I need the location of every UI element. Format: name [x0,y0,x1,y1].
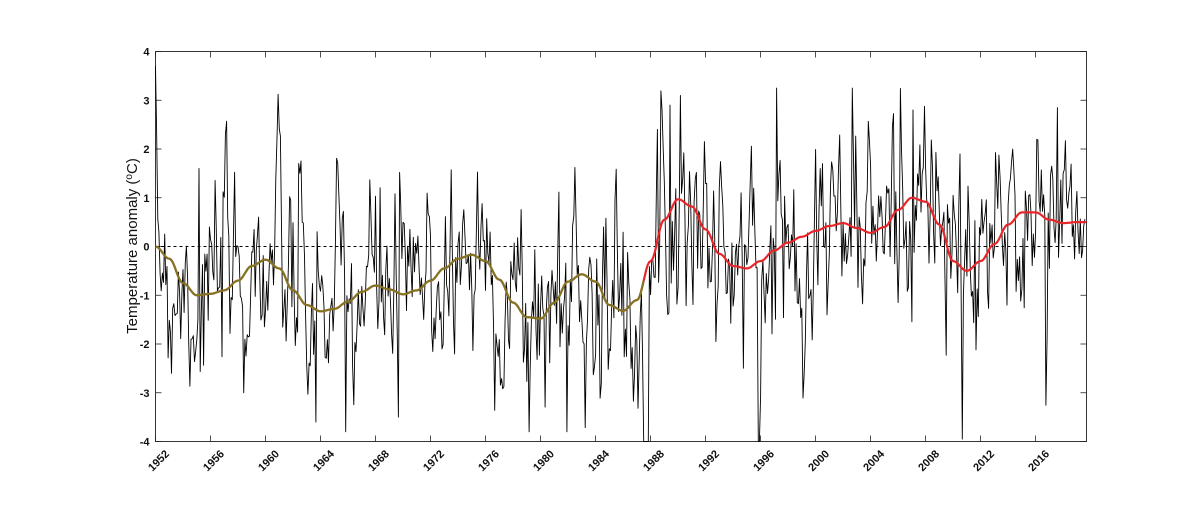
x-tick-label: 2000 [806,448,832,474]
x-tick-label: 1980 [531,448,557,474]
x-tick-label: 1976 [476,448,502,474]
y-tick-label: -1 [140,290,150,302]
x-tick-label: 1992 [696,448,722,474]
y-tick-label: -3 [140,388,150,400]
x-tick-label: 2016 [1026,448,1052,474]
x-tick-label: 1964 [311,448,337,474]
x-tick-label: 1956 [201,448,227,474]
y-axis-title: Temperature anomaly (oC) [124,158,141,334]
x-tick-label: 2008 [916,448,942,474]
x-tick-label: 2004 [861,448,887,474]
x-tick-label: 1988 [641,448,667,474]
y-tick-label: 4 [143,47,150,59]
x-tick-label: 1960 [256,448,282,474]
y-tick-label: 1 [143,193,149,205]
y-axis-tick-labels: -4 -3 -2 -1 0 1 2 3 4 [140,47,151,449]
x-tick-label: 2012 [971,448,997,474]
x-tick-label: 1952 [146,448,172,474]
x-axis-tick-labels: 1952 1956 1960 1964 1968 1972 1976 1980 1984 1988… [146,448,1052,474]
y-tick-label: 2 [143,144,149,156]
x-tick-label: 1996 [751,448,777,474]
x-tick-label: 1968 [366,448,392,474]
x-tick-label: 1972 [421,448,447,474]
series-monthly-anomaly-line [155,66,1086,442]
y-tick-label: -2 [140,339,150,351]
degree-superscript: o [124,174,135,180]
y-tick-label: 0 [143,242,149,254]
y-tick-label: -4 [140,437,151,449]
series-layer [155,66,1087,442]
series-smoothed-olive-line [155,245,645,320]
y-tick-label: 3 [143,95,149,107]
x-tick-label: 1984 [586,448,612,474]
